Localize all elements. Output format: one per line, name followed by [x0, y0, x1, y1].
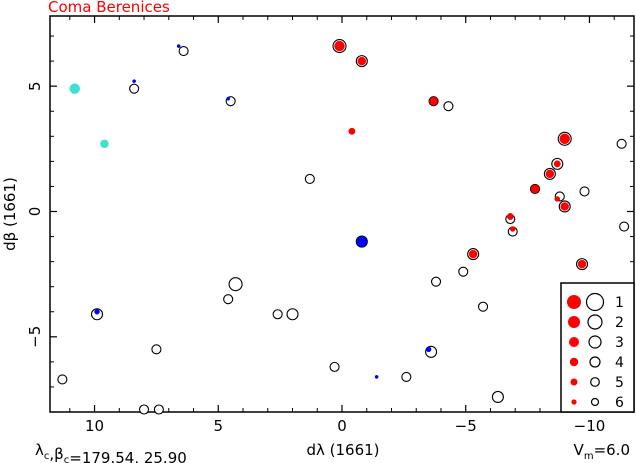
legend-label: 5	[615, 375, 624, 391]
star-open-circle	[178, 46, 189, 57]
star-filled-point	[176, 44, 181, 48]
star-open-circle	[272, 309, 283, 320]
star-open-circle	[401, 371, 412, 382]
legend-filled-marker	[571, 399, 577, 405]
star-filled-point	[468, 249, 478, 259]
star-open-circle	[129, 83, 140, 94]
center-coordinates: λc,βc=179.54, 25.90	[35, 441, 187, 463]
x-axis-label: dλ (1661)	[306, 441, 379, 459]
star-open-circle	[138, 404, 150, 415]
legend-filled-marker	[569, 337, 579, 347]
legend-filled-marker	[570, 378, 578, 386]
star-filled-point	[226, 96, 231, 101]
star-filled-point	[94, 308, 100, 315]
legend-open-marker	[589, 356, 601, 368]
star-open-circle	[153, 404, 164, 415]
star-filled-point	[429, 96, 438, 106]
star-filled-point	[530, 184, 540, 194]
star-open-circle	[616, 138, 627, 149]
star-filled-point	[334, 40, 345, 52]
legend-filled-marker	[567, 295, 581, 309]
legend-open-marker	[590, 397, 600, 407]
star-open-circle	[228, 277, 243, 292]
legend-label: 4	[615, 355, 624, 371]
legend-filled-marker	[569, 357, 579, 367]
star-open-circle	[223, 294, 234, 305]
star-filled-point	[69, 83, 80, 94]
limiting-magnitude: Vm=6.0	[574, 441, 630, 462]
star-filled-point	[577, 259, 587, 269]
legend-label: 6	[615, 395, 624, 411]
star-open-circle	[491, 390, 504, 404]
x-tick-label: −5	[455, 417, 477, 435]
star-filled-point	[132, 79, 136, 84]
x-tick-label: 5	[213, 417, 223, 435]
star-open-circle	[304, 173, 315, 184]
plot-frame	[49, 15, 635, 413]
star-open-circle	[478, 301, 489, 312]
legend-filled-marker	[568, 316, 580, 328]
legend-open-marker	[587, 314, 603, 330]
star-filled-point	[559, 133, 570, 145]
legend-open-marker	[590, 377, 600, 387]
star-filled-point	[506, 213, 514, 220]
star-open-circle	[579, 186, 590, 197]
star-filled-point	[100, 139, 109, 149]
star-open-circle	[329, 361, 340, 372]
star-open-circle	[430, 276, 442, 287]
star-open-circle	[443, 101, 454, 112]
star-filled-point	[554, 196, 561, 202]
legend-open-marker	[585, 292, 605, 312]
star-filled-point	[553, 160, 561, 168]
star-open-circle	[151, 344, 162, 355]
legend-label: 1	[615, 295, 624, 311]
magnitude-legend: 1 2 3 4 5 6	[560, 282, 635, 413]
star-open-circle	[286, 308, 299, 321]
y-tick-label: 5	[26, 81, 44, 91]
star-filled-point	[356, 236, 368, 247]
star-filled-point	[357, 56, 367, 66]
star-filled-point	[509, 226, 516, 232]
x-tick-label: −10	[574, 417, 606, 435]
star-open-circle	[458, 266, 469, 277]
y-axis-label: dβ (1661)	[1, 177, 19, 251]
y-tick-label: 0	[26, 207, 44, 217]
y-tick-label: −5	[26, 326, 44, 348]
x-tick-label: 10	[85, 417, 104, 435]
legend-label: 2	[615, 315, 624, 331]
y-axis: 5 0 −5	[26, 35, 634, 388]
star-filled-point	[348, 127, 356, 135]
star-filled-point	[425, 346, 432, 353]
star-filled-point	[560, 202, 569, 211]
star-filled-point	[545, 169, 555, 179]
filled-markers	[69, 40, 587, 379]
legend-open-marker	[588, 335, 602, 349]
star-open-circle	[57, 374, 68, 385]
star-filled-point	[374, 375, 379, 379]
legend-label: 3	[615, 335, 624, 351]
star-open-circle	[619, 221, 630, 232]
chart-title: Coma Berenices	[48, 0, 170, 16]
x-tick-label: 0	[337, 417, 347, 435]
